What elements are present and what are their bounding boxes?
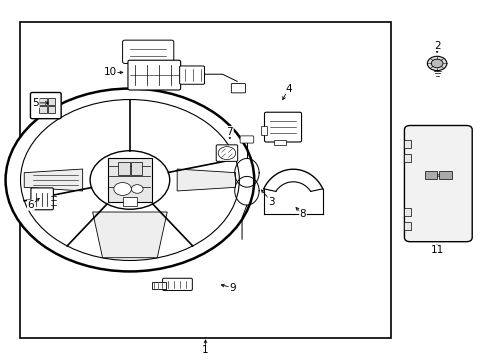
FancyBboxPatch shape xyxy=(162,278,192,291)
Bar xyxy=(404,154,410,162)
FancyBboxPatch shape xyxy=(264,112,301,142)
Bar xyxy=(118,162,130,175)
Text: 7: 7 xyxy=(226,127,233,136)
FancyBboxPatch shape xyxy=(216,145,237,161)
Text: 1: 1 xyxy=(202,345,208,355)
Text: 6: 6 xyxy=(27,200,34,210)
Bar xyxy=(260,126,267,135)
Bar xyxy=(20,22,390,338)
Polygon shape xyxy=(177,169,235,191)
Bar xyxy=(48,106,55,113)
Circle shape xyxy=(427,56,446,71)
FancyBboxPatch shape xyxy=(231,84,245,93)
Circle shape xyxy=(90,151,169,209)
Text: 2: 2 xyxy=(433,41,440,50)
Bar xyxy=(273,140,285,145)
Polygon shape xyxy=(24,169,82,191)
Bar xyxy=(404,140,410,148)
Circle shape xyxy=(5,89,254,271)
FancyBboxPatch shape xyxy=(122,40,173,63)
Text: 9: 9 xyxy=(228,283,235,293)
Bar xyxy=(404,222,410,230)
Bar xyxy=(48,98,55,105)
Bar xyxy=(131,162,142,175)
Bar xyxy=(108,158,152,202)
Bar xyxy=(152,282,165,289)
Circle shape xyxy=(114,183,131,195)
FancyBboxPatch shape xyxy=(128,60,180,90)
Circle shape xyxy=(20,99,239,261)
Text: 5: 5 xyxy=(32,98,39,108)
Text: 3: 3 xyxy=(267,197,274,207)
Text: 8: 8 xyxy=(299,209,305,219)
Polygon shape xyxy=(439,171,451,179)
Polygon shape xyxy=(424,171,436,179)
Polygon shape xyxy=(436,174,439,176)
FancyBboxPatch shape xyxy=(30,93,61,119)
Circle shape xyxy=(131,185,143,193)
Bar xyxy=(122,197,137,206)
Text: 4: 4 xyxy=(285,84,291,94)
FancyBboxPatch shape xyxy=(31,188,53,210)
Text: 11: 11 xyxy=(429,245,443,255)
Polygon shape xyxy=(92,212,167,258)
FancyBboxPatch shape xyxy=(404,126,471,242)
Circle shape xyxy=(430,59,442,68)
Bar xyxy=(39,98,46,105)
Bar xyxy=(39,106,46,113)
Text: 10: 10 xyxy=(103,67,117,77)
FancyBboxPatch shape xyxy=(240,136,253,143)
FancyBboxPatch shape xyxy=(179,66,204,84)
Bar xyxy=(404,208,410,216)
